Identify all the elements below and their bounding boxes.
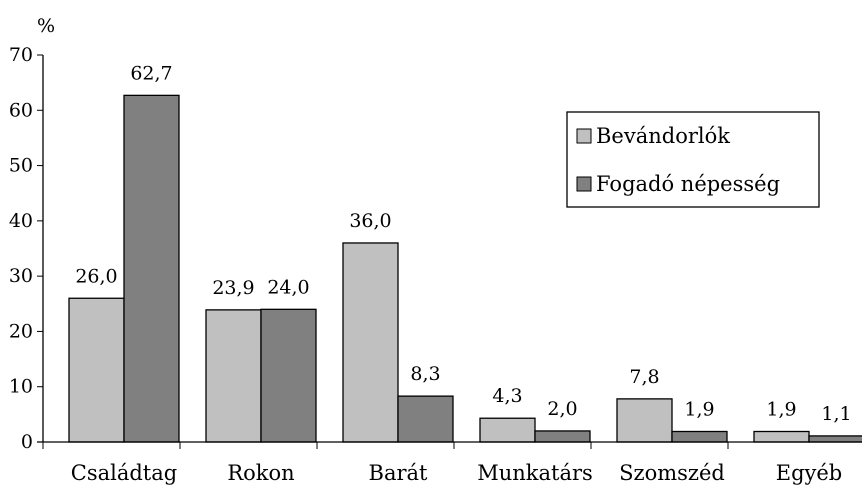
bar-bevandorlok-1: [205, 309, 262, 443]
bar-fogado-nepesseg-4: [671, 430, 728, 443]
y-tick-label: 10: [9, 376, 33, 398]
y-tick-label: 60: [9, 99, 33, 121]
data-label: 1,9: [766, 398, 796, 420]
data-label: 26,0: [75, 265, 117, 287]
x-category-label: Családtag: [71, 461, 177, 485]
x-category-label: Egyéb: [776, 461, 843, 485]
x-category-label: Rokon: [227, 461, 294, 485]
legend: Bevándorlók Fogadó népesség: [566, 111, 820, 208]
data-label: 1,9: [684, 398, 714, 420]
x-category-label: Munkatárs: [477, 461, 593, 485]
legend-box: [566, 111, 820, 208]
x-category-label: Barát: [369, 461, 429, 485]
bar-fogado-nepesseg-1: [260, 308, 317, 443]
bar-fogado-nepesseg-0: [123, 94, 180, 443]
data-label: 2,0: [547, 398, 577, 420]
y-tick-label: 40: [9, 210, 33, 232]
y-tick-label: 30: [9, 265, 33, 287]
legend-label: Fogadó népesség: [596, 172, 780, 196]
bar-fogado-nepesseg-3: [534, 430, 591, 443]
bar-fogado-nepesseg-5: [808, 435, 862, 443]
bar-bevandorlok-5: [753, 430, 810, 443]
bar-bevandorlok-0: [68, 297, 125, 443]
data-labels: 26,0 23,9 36,0 4,3 7,8 1,9 62,7 24,0 8,3 2,0 1,9 1,…: [75, 62, 851, 425]
x-category-label: Szomszéd: [619, 461, 725, 485]
x-axis-category-labels: Családtag Rokon Barát Munkatárs Szomszéd Egyé…: [71, 461, 842, 485]
bars: [68, 94, 862, 443]
bar-bevandorlok-2: [342, 242, 399, 443]
y-tick-label: 20: [9, 320, 33, 342]
y-tick-label: 0: [21, 431, 33, 453]
bar-bevandorlok-3: [479, 417, 536, 443]
data-label: 24,0: [267, 276, 309, 298]
bar-bevandorlok-4: [616, 398, 673, 443]
data-label: 4,3: [492, 385, 522, 407]
y-tick-label: 70: [9, 44, 33, 66]
data-label: 62,7: [130, 62, 172, 84]
data-label: 7,8: [629, 366, 659, 388]
data-label: 8,3: [410, 363, 440, 385]
y-axis-unit-label: %: [37, 15, 55, 37]
data-label: 36,0: [349, 210, 391, 232]
y-axis-ticks: 0 10 20 30 40 50 60 70: [9, 44, 43, 453]
legend-swatch-bevandorlok: [576, 128, 592, 144]
data-label: 23,9: [212, 277, 254, 299]
y-tick-label: 50: [9, 155, 33, 177]
legend-swatch-fogado-nepesseg: [576, 176, 592, 192]
legend-label: Bevándorlók: [596, 124, 730, 148]
bar-fogado-nepesseg-2: [397, 395, 454, 443]
data-label: 1,1: [821, 403, 851, 425]
axes: [37, 55, 862, 449]
